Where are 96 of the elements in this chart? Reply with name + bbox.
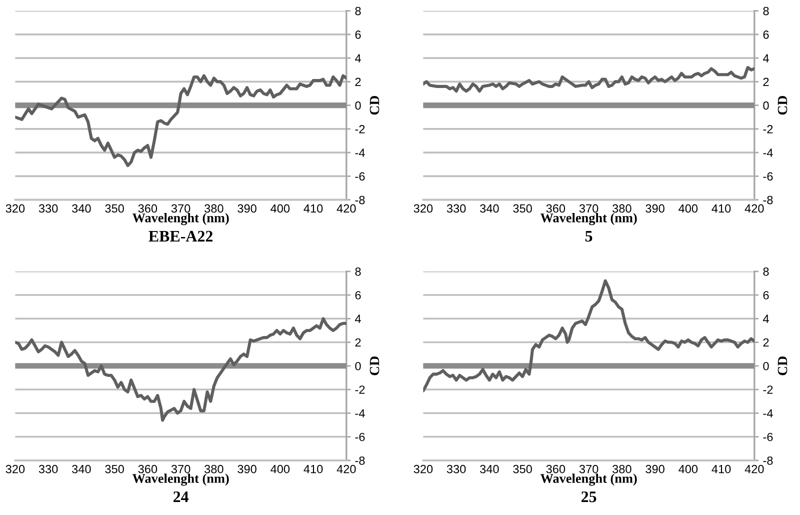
y-tick-label: 4 — [763, 54, 769, 62]
x-tick-label: 400 — [678, 204, 698, 213]
x-tick-label: 390 — [238, 204, 256, 213]
y-tick-label: 6 — [763, 30, 769, 39]
y-axis-title: CD — [370, 96, 380, 115]
y-tick-label: -8 — [355, 196, 365, 204]
line-series — [423, 279, 754, 392]
y-axis-title: CD — [778, 356, 788, 376]
y-tick-label: 4 — [355, 54, 361, 62]
x-tick-label: 320 — [6, 464, 25, 474]
y-tick-label: 2 — [763, 78, 769, 86]
text: 24 — [173, 491, 188, 502]
y-tick-label: -4 — [763, 409, 773, 418]
y-tick-label: -6 — [763, 172, 773, 181]
y-tick-label: -8 — [763, 456, 773, 465]
x-tick-label: 370 — [579, 464, 598, 474]
x-tick-label: 330 — [38, 464, 58, 474]
y-tick-label: -6 — [355, 172, 365, 181]
x-tick-label: 370 — [171, 464, 190, 474]
x-tick-label: 360 — [546, 204, 566, 213]
x-tick-label: 370 — [171, 204, 190, 213]
x-tick-label: 410 — [712, 464, 731, 474]
y-tick-label: -2 — [355, 124, 365, 134]
y-tick-label: -6 — [763, 432, 773, 442]
y-axis-title: CD — [778, 96, 788, 115]
y-tick-label: 2 — [355, 338, 361, 347]
x-tick-label: 340 — [72, 464, 91, 474]
x-tick-label: 390 — [646, 464, 664, 474]
x-axis-title: Wavelenght (nm) — [540, 474, 637, 486]
y-tick-label: 0 — [763, 362, 769, 370]
x-tick-label: 380 — [204, 464, 224, 474]
x-tick-label: 420 — [744, 464, 764, 474]
x-tick-label: 320 — [414, 464, 433, 474]
y-tick-label: 0 — [763, 101, 769, 110]
y-tick-label: 4 — [355, 314, 361, 323]
x-tick-label: 380 — [204, 204, 224, 213]
y-tick-label: 0 — [355, 101, 361, 110]
y-tick-label: -4 — [355, 148, 365, 157]
x-tick-label: 350 — [105, 204, 124, 213]
line-series — [15, 74, 346, 168]
x-axis-title: Wavelenght (nm) — [132, 213, 229, 226]
x-tick-label: 340 — [480, 464, 499, 474]
x-tick-label: 380 — [612, 204, 632, 213]
x-tick-label: 330 — [38, 204, 58, 213]
x-tick-label: 400 — [678, 464, 698, 474]
x-tick-label: 360 — [546, 464, 566, 474]
y-tick-label: 0 — [355, 362, 361, 370]
x-tick-label: 360 — [138, 204, 158, 213]
text: EBE-A22 — [148, 230, 213, 242]
y-tick-label: -2 — [763, 386, 773, 394]
x-tick-label: 360 — [138, 464, 158, 474]
x-tick-label: 350 — [513, 204, 532, 213]
y-tick-label: -2 — [763, 124, 773, 134]
y-tick-label: -8 — [355, 456, 365, 465]
y-tick-label: -6 — [355, 432, 365, 442]
x-tick-label: 330 — [446, 464, 466, 474]
x-tick-label: 410 — [712, 204, 731, 213]
x-tick-label: 420 — [744, 204, 764, 213]
x-tick-label: 410 — [304, 464, 323, 474]
x-tick-label: 400 — [270, 464, 290, 474]
y-tick-label: -4 — [763, 148, 773, 157]
x-tick-label: 420 — [336, 464, 356, 474]
x-tick-label: 380 — [612, 464, 632, 474]
y-tick-label: 2 — [355, 78, 361, 86]
x-tick-label: 400 — [270, 204, 290, 213]
y-tick-label: -4 — [355, 409, 365, 418]
line-series — [15, 317, 346, 422]
y-tick-label: -8 — [763, 196, 773, 204]
x-tick-label: 340 — [72, 204, 91, 213]
x-tick-label: 340 — [480, 204, 499, 213]
text: 25 — [581, 491, 596, 502]
y-tick-label: 6 — [763, 291, 769, 300]
line-series — [423, 66, 754, 93]
y-tick-label: 6 — [355, 291, 361, 300]
y-tick-label: 8 — [763, 6, 769, 16]
y-axis-title: CD — [370, 356, 380, 376]
x-tick-label: 390 — [646, 204, 664, 213]
y-tick-label: 6 — [355, 30, 361, 39]
y-tick-label: -2 — [355, 386, 365, 394]
x-tick-label: 420 — [336, 204, 356, 213]
y-tick-label: 2 — [763, 338, 769, 347]
x-tick-label: 390 — [238, 464, 256, 474]
x-tick-label: 350 — [105, 464, 124, 474]
x-tick-label: 370 — [579, 204, 598, 213]
y-tick-label: 8 — [355, 6, 361, 16]
x-axis-title: Wavelenght (nm) — [540, 213, 637, 226]
y-tick-label: 8 — [763, 267, 769, 276]
x-tick-label: 350 — [513, 464, 532, 474]
text: 5 — [585, 231, 592, 242]
y-tick-label: 4 — [763, 314, 769, 323]
x-tick-label: 330 — [446, 204, 466, 213]
x-tick-label: 320 — [414, 204, 433, 213]
x-tick-label: 410 — [304, 204, 323, 213]
x-axis-title: Wavelenght (nm) — [132, 474, 229, 486]
y-tick-label: 8 — [355, 267, 361, 276]
x-tick-label: 320 — [6, 204, 25, 213]
